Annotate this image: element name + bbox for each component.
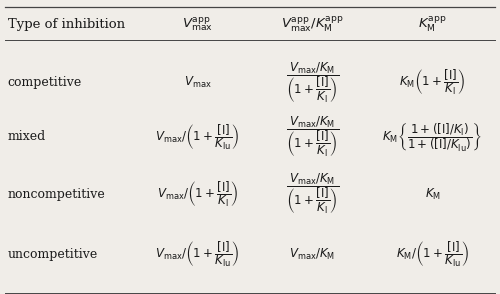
Text: $V_{\mathrm{max}}$: $V_{\mathrm{max}}$ [184, 75, 212, 90]
Text: $\dfrac{V_{\mathrm{max}}/K_{\mathrm{M}}}{\left(1+\dfrac{[\mathrm{I}]}{K_{\mathrm: $\dfrac{V_{\mathrm{max}}/K_{\mathrm{M}}}… [286, 172, 339, 216]
Text: $K_{\mathrm{M}}$: $K_{\mathrm{M}}$ [424, 186, 440, 202]
Text: $V_{\mathrm{max}}^{\mathrm{app}}/K_{\mathrm{M}}^{\mathrm{app}}$: $V_{\mathrm{max}}^{\mathrm{app}}/K_{\mat… [281, 14, 344, 34]
Text: $\dfrac{V_{\mathrm{max}}/K_{\mathrm{M}}}{\left(1+\dfrac{[\mathrm{I}]}{K_{\mathrm: $\dfrac{V_{\mathrm{max}}/K_{\mathrm{M}}}… [286, 114, 339, 159]
Text: $K_{\mathrm{M}}^{\mathrm{app}}$: $K_{\mathrm{M}}^{\mathrm{app}}$ [418, 14, 446, 34]
Text: $V_{\mathrm{max}}/\left(1+\dfrac{[\mathrm{I}]}{K_{\mathrm{Iu}}}\right)$: $V_{\mathrm{max}}/\left(1+\dfrac{[\mathr… [155, 239, 240, 269]
Text: $V_{\mathrm{max}}/\left(1+\dfrac{[\mathrm{I}]}{K_{\mathrm{I}}}\right)$: $V_{\mathrm{max}}/\left(1+\dfrac{[\mathr… [156, 179, 238, 209]
Text: $V_{\mathrm{max}}/K_{\mathrm{M}}$: $V_{\mathrm{max}}/K_{\mathrm{M}}$ [290, 247, 336, 262]
Text: $K_{\mathrm{M}}\left(1+\dfrac{[\mathrm{I}]}{K_{\mathrm{I}}}\right)$: $K_{\mathrm{M}}\left(1+\dfrac{[\mathrm{I… [400, 67, 466, 97]
Text: $V_{\mathrm{max}}/\left(1+\dfrac{[\mathrm{I}]}{K_{\mathrm{Iu}}}\right)$: $V_{\mathrm{max}}/\left(1+\dfrac{[\mathr… [155, 122, 240, 152]
Text: $\dfrac{V_{\mathrm{max}}/K_{\mathrm{M}}}{\left(1+\dfrac{[\mathrm{I}]}{K_{\mathrm: $\dfrac{V_{\mathrm{max}}/K_{\mathrm{M}}}… [286, 60, 339, 105]
Text: competitive: competitive [8, 76, 82, 89]
Text: Type of inhibition: Type of inhibition [8, 18, 124, 31]
Text: $K_{\mathrm{M}}/\left(1+\dfrac{[\mathrm{I}]}{K_{\mathrm{Iu}}}\right)$: $K_{\mathrm{M}}/\left(1+\dfrac{[\mathrm{… [396, 239, 469, 269]
Text: noncompetitive: noncompetitive [8, 188, 105, 201]
Text: uncompetitive: uncompetitive [8, 248, 98, 261]
Text: $K_{\mathrm{M}}\left\{\dfrac{1+([\mathrm{I}]/K_{\mathrm{I}})}{1+([\mathrm{I}]/K_: $K_{\mathrm{M}}\left\{\dfrac{1+([\mathrm… [382, 121, 482, 153]
Text: $V_{\mathrm{max}}^{\mathrm{app}}$: $V_{\mathrm{max}}^{\mathrm{app}}$ [182, 15, 213, 33]
Text: mixed: mixed [8, 130, 46, 143]
